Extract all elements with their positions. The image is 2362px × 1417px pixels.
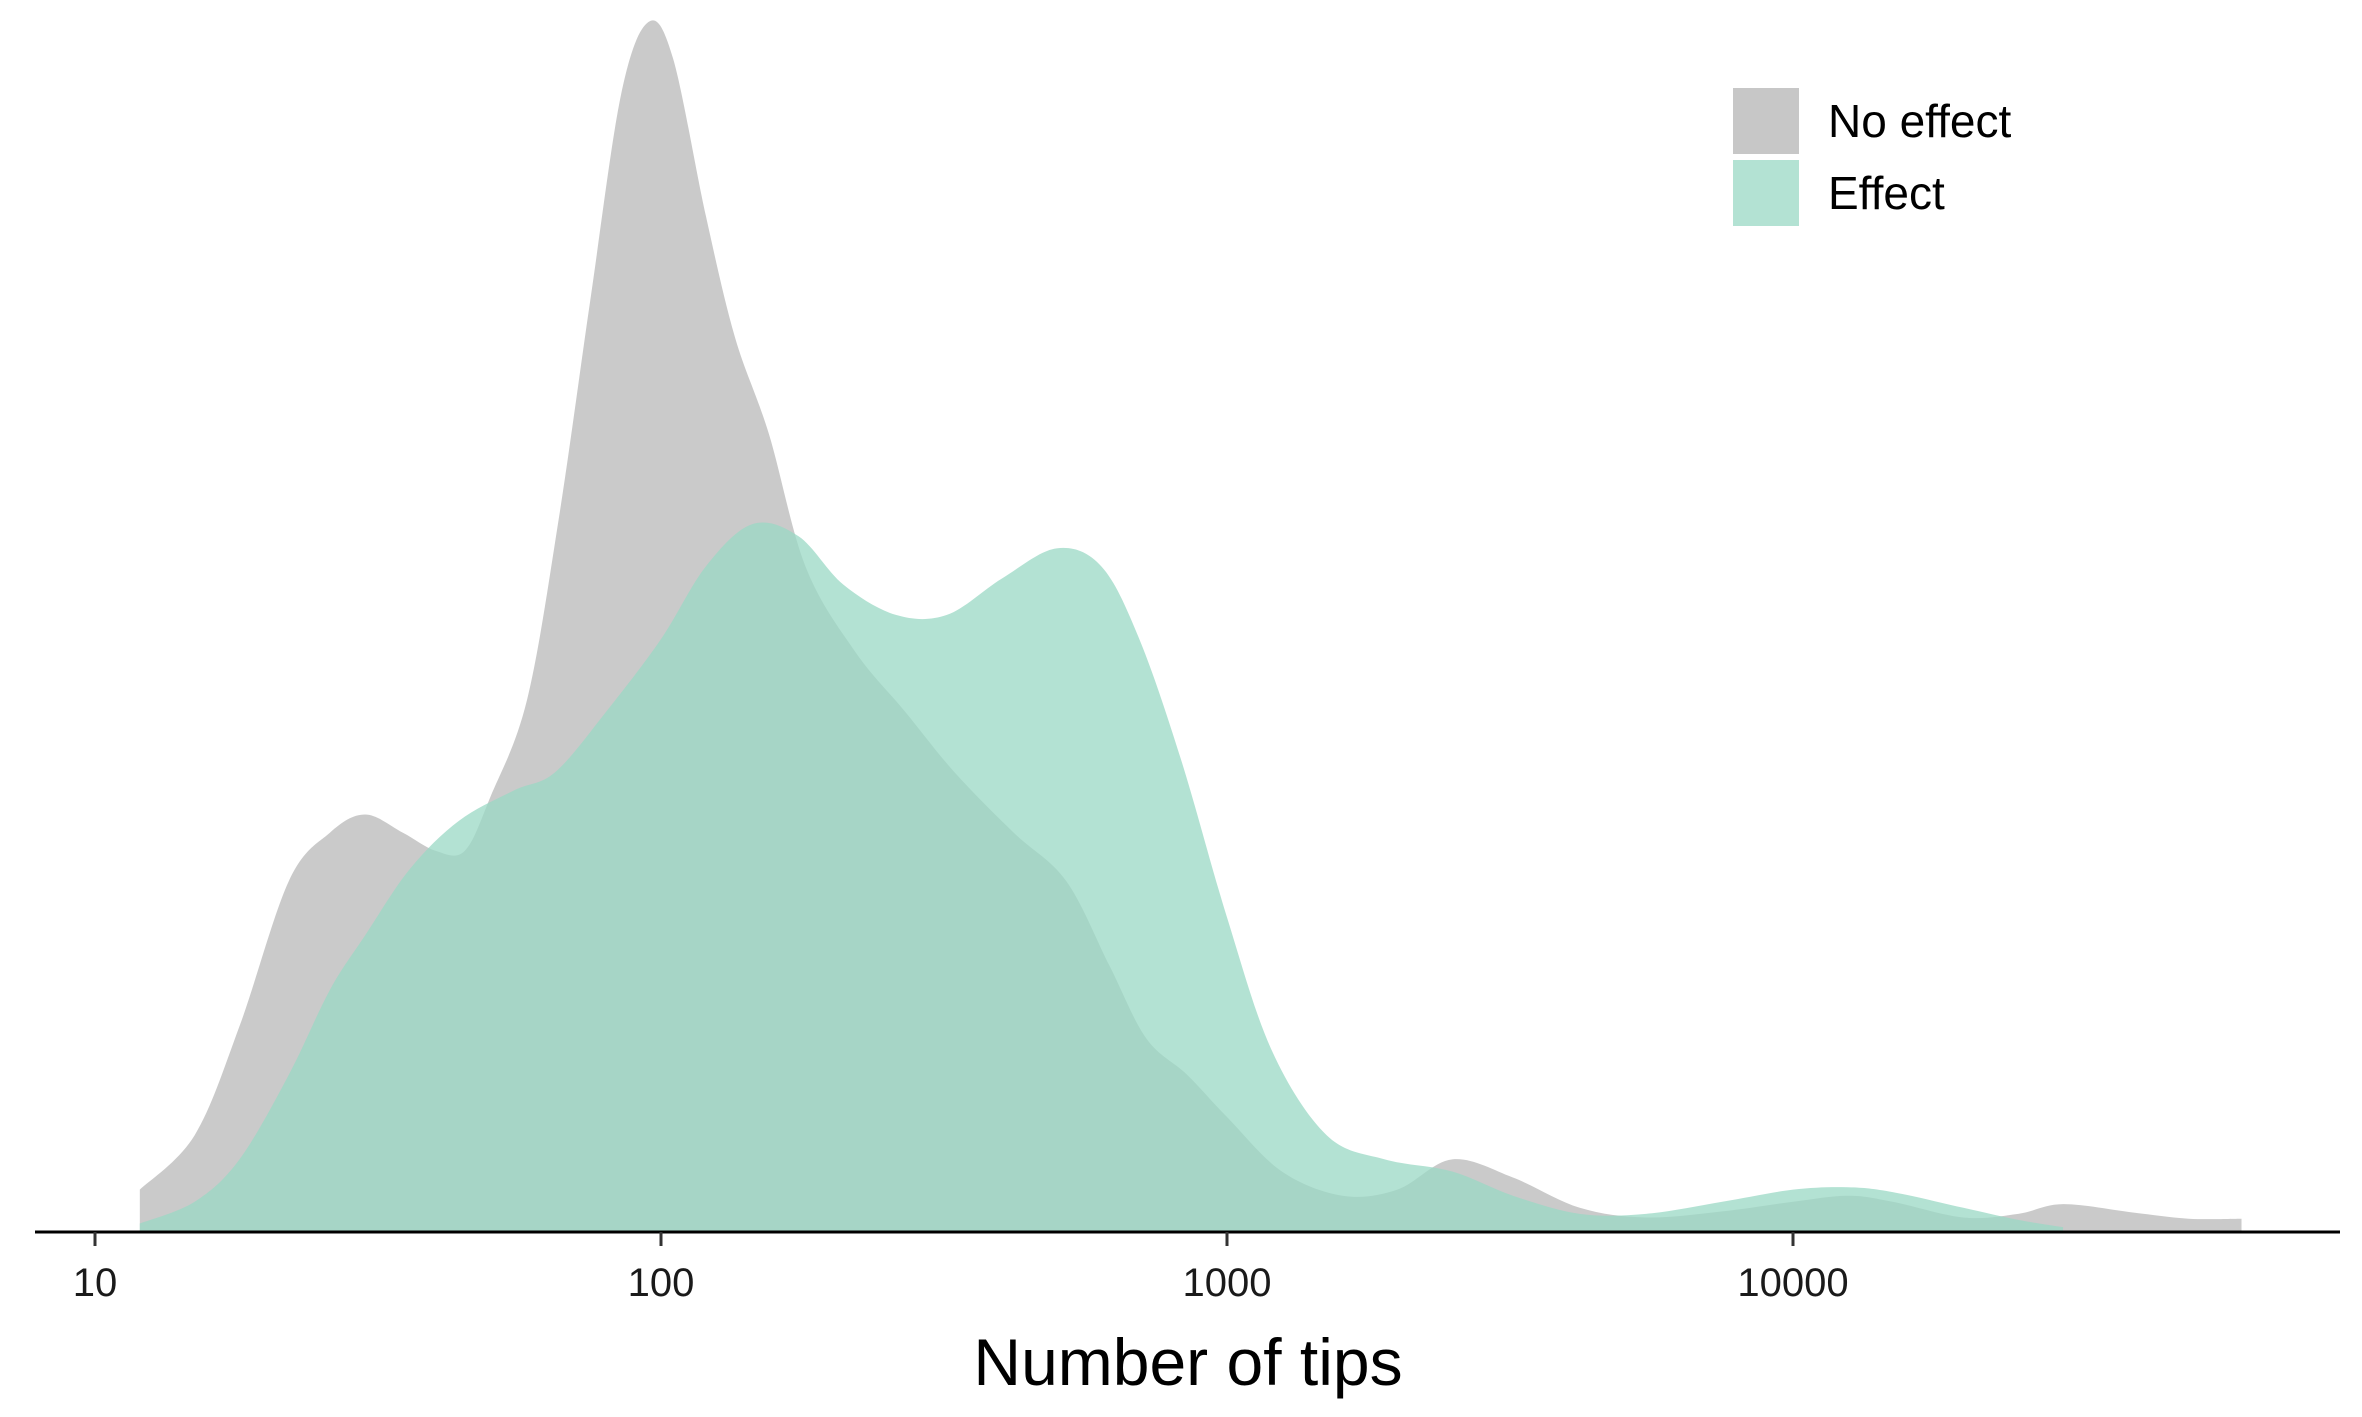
density-areas <box>139 20 2242 1233</box>
x-tick-label: 10000 <box>1737 1261 1848 1305</box>
x-axis-ticks: 10 100 1000 10000 <box>73 1232 1849 1305</box>
density-area-effect <box>139 522 2064 1232</box>
legend-swatch <box>1733 88 1799 154</box>
x-tick-label: 1000 <box>1183 1261 1272 1305</box>
x-tick-label: 100 <box>628 1261 695 1305</box>
x-axis-title: Number of tips <box>973 1325 1402 1399</box>
legend-label: Effect <box>1828 167 1945 219</box>
legend-swatch <box>1733 160 1799 226</box>
legend-label: No effect <box>1828 95 2011 147</box>
legend: No effect Effect <box>1733 88 2011 226</box>
x-tick-label: 10 <box>73 1261 118 1305</box>
